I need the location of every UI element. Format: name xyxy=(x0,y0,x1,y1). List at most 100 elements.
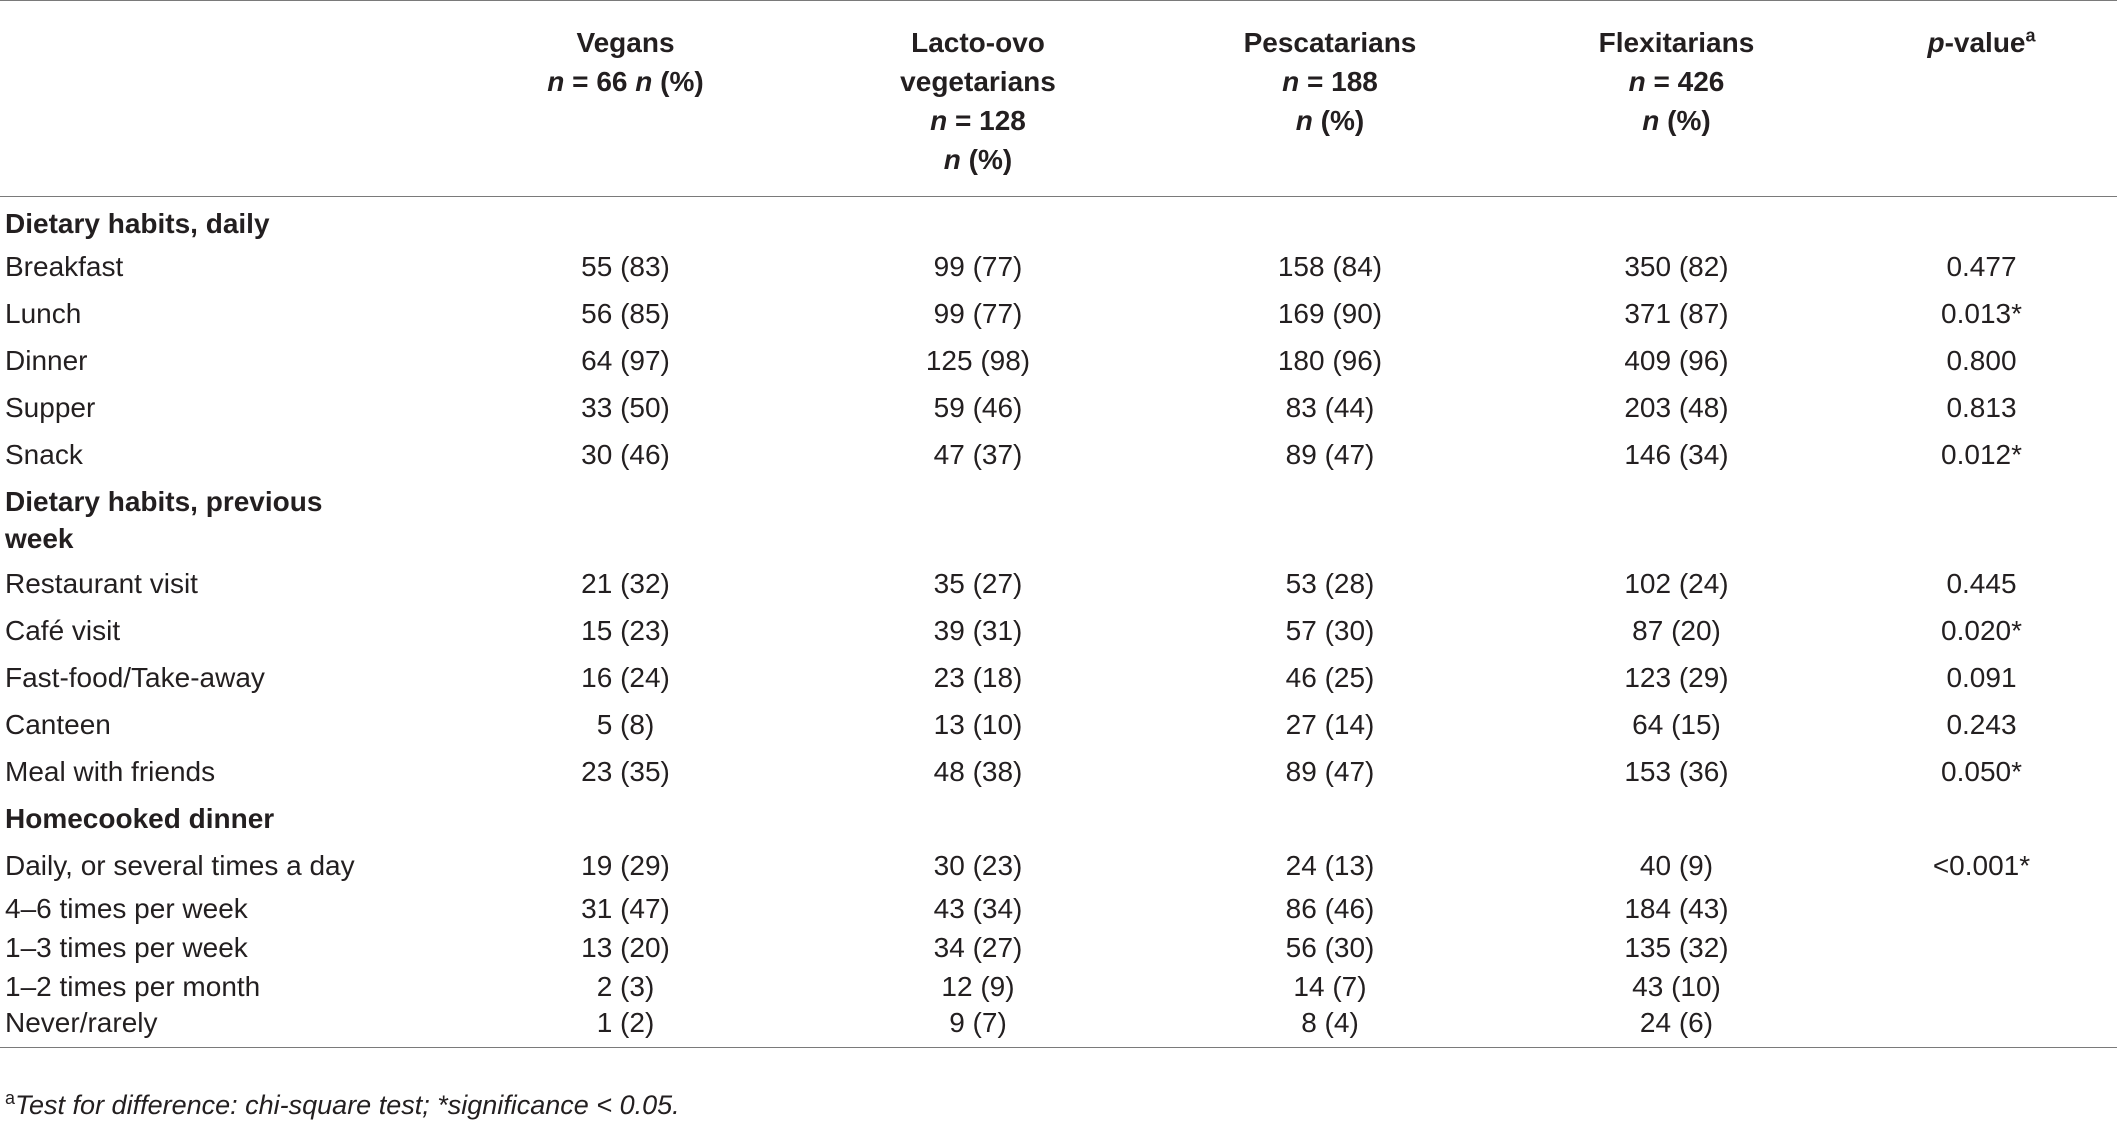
cell-flexitarians: 371 (87) xyxy=(1624,298,1729,329)
cell-pescatarians: 53 (28) xyxy=(1285,568,1375,599)
cell-vegans: 5 (8) xyxy=(596,709,655,740)
cell-p-value xyxy=(1846,1006,2117,1048)
cell-lacto: 13 (10) xyxy=(933,709,1023,740)
table-row: 1–2 times per month 2 (3) 12 (9) 14 (7) … xyxy=(0,968,2117,1007)
cell-flexitarians: 24 (6) xyxy=(1507,1006,1846,1048)
section-title: Homecooked dinner xyxy=(5,803,275,834)
cell-lacto: 59 (46) xyxy=(933,392,1023,423)
table-row: Lunch 56 (85) 99 (77) 169 (90) 371 (87) … xyxy=(0,291,2117,338)
table-footnote: aTest for difference: chi-square test; *… xyxy=(5,1088,680,1121)
cell-lacto: 47 (37) xyxy=(933,439,1023,470)
section-row: Dietary habits, previous week xyxy=(0,479,2117,561)
header-vegans-n: n = 66 n (%) xyxy=(547,66,704,97)
cell-vegans: 31 (47) xyxy=(581,893,670,924)
table-row: Dinner 64 (97) 125 (98) 180 (96) 409 (96… xyxy=(0,338,2117,385)
cell-p-value: 0.091 xyxy=(1946,662,2017,693)
header-pescatarians: Pescatarians n = 188 n (%) xyxy=(1153,0,1507,197)
cell-p-value: 0.477 xyxy=(1946,251,2017,282)
cell-p-value: 0.445 xyxy=(1946,568,2017,599)
cell-p-value: 0.020* xyxy=(1941,615,2022,646)
row-label: Dinner xyxy=(5,345,88,376)
section-title: Dietary habits, previous week xyxy=(5,485,323,554)
row-label: Never/rarely xyxy=(0,1006,448,1048)
header-p-label: p-valuea xyxy=(1927,25,2036,58)
cell-vegans: 56 (85) xyxy=(581,298,670,329)
footnote-mark: a xyxy=(5,1088,16,1108)
cell-pescatarians: 46 (25) xyxy=(1285,662,1375,693)
cell-p-value: 0.050* xyxy=(1941,756,2022,787)
table-row: 1–3 times per week 13 (20) 34 (27) 56 (3… xyxy=(0,929,2117,968)
cell-vegans: 33 (50) xyxy=(581,392,670,423)
cell-lacto: 99 (77) xyxy=(933,298,1023,329)
cell-pescatarians: 86 (46) xyxy=(1285,893,1375,924)
header-lacto-unit: n (%) xyxy=(943,144,1013,175)
table-row: Snack 30 (46) 47 (37) 89 (47) 146 (34) 0… xyxy=(0,432,2117,479)
cell-flexitarians: 64 (15) xyxy=(1632,709,1721,740)
cell-vegans: 21 (32) xyxy=(581,568,670,599)
cell-flexitarians: 87 (20) xyxy=(1632,615,1721,646)
cell-pescatarians: 89 (47) xyxy=(1285,439,1375,470)
cell-lacto: 48 (38) xyxy=(933,756,1023,787)
header-flex-n: n = 426 xyxy=(1628,66,1725,97)
row-label: Fast-food/Take-away xyxy=(5,662,265,693)
table-row: Café visit 15 (23) 39 (31) 57 (30) 87 (2… xyxy=(0,608,2117,655)
header-lacto-title-2: vegetarians xyxy=(900,66,1056,97)
cell-flexitarians: 40 (9) xyxy=(1639,850,1714,881)
header-flexitarians: Flexitarians n = 426 n (%) xyxy=(1507,0,1846,197)
cell-flexitarians: 43 (10) xyxy=(1632,971,1721,1002)
cell-vegans: 2 (3) xyxy=(596,971,655,1002)
table-row: Restaurant visit 21 (32) 35 (27) 53 (28)… xyxy=(0,561,2117,608)
cell-pescatarians: 83 (44) xyxy=(1285,392,1375,423)
row-label: 1–2 times per month xyxy=(5,971,261,1002)
table-row: Fast-food/Take-away 16 (24) 23 (18) 46 (… xyxy=(0,655,2117,702)
row-label: Meal with friends xyxy=(5,756,216,787)
cell-pescatarians: 27 (14) xyxy=(1285,709,1375,740)
cell-p-value: <0.001* xyxy=(1932,850,2031,881)
table-row: Supper 33 (50) 59 (46) 83 (44) 203 (48) … xyxy=(0,385,2117,432)
cell-lacto: 99 (77) xyxy=(933,251,1023,282)
cell-vegans: 13 (20) xyxy=(581,932,670,963)
cell-flexitarians: 350 (82) xyxy=(1624,251,1729,282)
header-flex-title: Flexitarians xyxy=(1598,27,1755,58)
cell-lacto: 23 (18) xyxy=(933,662,1023,693)
table-row: Canteen 5 (8) 13 (10) 27 (14) 64 (15) 0.… xyxy=(0,702,2117,749)
cell-pescatarians: 14 (7) xyxy=(1293,971,1367,1002)
footnote-text: Test for difference: chi-square test; *s… xyxy=(15,1090,680,1120)
cell-p-value: 0.243 xyxy=(1946,709,2017,740)
table-row: Never/rarely 1 (2) 9 (7) 8 (4) 24 (6) xyxy=(0,1006,2117,1048)
cell-lacto: 30 (23) xyxy=(933,850,1023,881)
cell-vegans: 30 (46) xyxy=(581,439,670,470)
cell-vegans: 1 (2) xyxy=(448,1006,803,1048)
cell-pescatarians: 8 (4) xyxy=(1153,1006,1507,1048)
cell-flexitarians: 184 (43) xyxy=(1624,893,1729,924)
cell-p-value: 0.013* xyxy=(1941,298,2022,329)
section-row: Dietary habits, daily xyxy=(0,197,2117,244)
row-label: 4–6 times per week xyxy=(5,893,248,924)
table-row: Breakfast 55 (83) 99 (77) 158 (84) 350 (… xyxy=(0,244,2117,291)
header-vegans-title: Vegans xyxy=(576,27,675,58)
table-row: 4–6 times per week 31 (47) 43 (34) 86 (4… xyxy=(0,890,2117,929)
row-label: Supper xyxy=(5,392,96,423)
cell-pescatarians: 56 (30) xyxy=(1285,932,1375,963)
cell-p-value xyxy=(1846,929,2117,968)
row-label: Canteen xyxy=(5,709,111,740)
header-p-value: p-valuea xyxy=(1846,0,2117,197)
cell-lacto: 125 (98) xyxy=(925,345,1031,376)
cell-flexitarians: 203 (48) xyxy=(1624,392,1729,423)
cell-lacto: 39 (31) xyxy=(933,615,1023,646)
cell-pescatarians: 169 (90) xyxy=(1277,298,1383,329)
cell-p-value xyxy=(1846,890,2117,929)
cell-pescatarians: 158 (84) xyxy=(1277,251,1383,282)
cell-pescatarians: 24 (13) xyxy=(1285,850,1375,881)
cell-vegans: 19 (29) xyxy=(581,850,670,881)
cell-vegans: 23 (35) xyxy=(581,756,670,787)
header-p-footnote-mark: a xyxy=(2025,25,2036,46)
table-row: Meal with friends 23 (35) 48 (38) 89 (47… xyxy=(0,749,2117,796)
table-header: Vegans n = 66 n (%) Lacto-ovo vegetarian… xyxy=(0,0,2117,197)
cell-flexitarians: 102 (24) xyxy=(1624,568,1729,599)
cell-pescatarians: 57 (30) xyxy=(1285,615,1375,646)
header-lacto: Lacto-ovo vegetarians n = 128 n (%) xyxy=(803,0,1153,197)
row-label: Café visit xyxy=(5,615,121,646)
row-label: 1–3 times per week xyxy=(5,932,248,963)
cell-vegans: 55 (83) xyxy=(581,251,670,282)
